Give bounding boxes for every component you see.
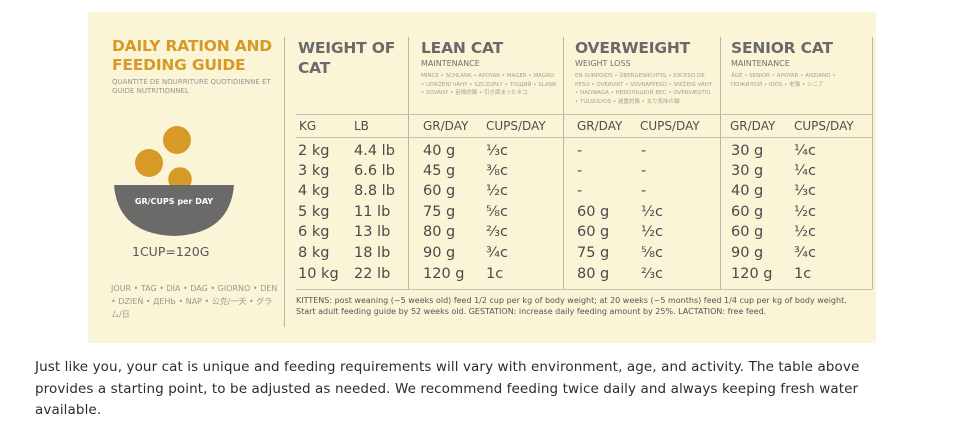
bowl-label: GR/CUPS per DAY <box>135 197 213 206</box>
lean-header: LEAN CAT <box>421 39 503 57</box>
divider-left <box>284 37 285 327</box>
cell-lean-gr: 60 g <box>423 183 456 199</box>
cell-lean-gr: 40 g <box>423 143 456 159</box>
divider-lean <box>563 37 564 289</box>
cell-lb: 11 lb <box>354 204 391 220</box>
kibble-medium-icon <box>135 149 163 177</box>
cell-lean-cups: 1c <box>486 266 504 282</box>
cell-kg: 2 kg <box>298 143 330 159</box>
cell-kg: 8 kg <box>298 245 330 261</box>
divider-weight <box>408 37 409 289</box>
senior-subheader: MAINTENANCE <box>731 59 790 68</box>
cell-lean-gr: 80 g <box>423 224 456 240</box>
senior-translations: ÂGÉ • SENIOR • APOYAR • ANZIANO • ПОЖИЛО… <box>731 73 836 88</box>
senior-header: SENIOR CAT <box>731 39 833 57</box>
per-day-translations: JOUR • TAG • DÍA • DAG • GIORNO • DEN • … <box>111 284 278 319</box>
column-header-rule <box>296 137 872 138</box>
cell-kg: 4 kg <box>298 183 330 199</box>
bowl-icon <box>114 185 234 236</box>
cell-lean-gr: 45 g <box>423 163 456 179</box>
cell-over-gr: 60 g <box>577 204 610 220</box>
cell-over-gr: - <box>577 143 583 159</box>
col-lb: LB <box>354 119 369 133</box>
guide-title: DAILY RATION AND FEEDING GUIDE <box>112 37 272 74</box>
cell-senior-cups: ¼c <box>794 163 817 179</box>
col-lean-gr: GR/DAY <box>423 119 469 133</box>
cell-over-cups: ⅔c <box>641 266 664 282</box>
cell-over-cups: - <box>641 143 647 159</box>
cell-senior-gr: 30 g <box>731 163 764 179</box>
cell-senior-gr: 90 g <box>731 245 764 261</box>
cell-senior-cups: ⅓c <box>794 183 817 199</box>
feeding-guide-panel: DAILY RATION AND FEEDING GUIDE QUANTITÉ … <box>88 12 876 343</box>
cell-lean-cups: ½c <box>486 183 509 199</box>
cell-lean-cups: ⅔c <box>486 224 509 240</box>
cell-lean-gr: 90 g <box>423 245 456 261</box>
guide-subtitle: QUANTITÉ DE NOURRITURE QUOTIDIENNE ET GU… <box>112 78 271 95</box>
cell-senior-cups: ¾c <box>794 245 817 261</box>
cell-senior-cups: ½c <box>794 204 817 220</box>
cell-over-gr: 75 g <box>577 245 610 261</box>
cell-kg: 5 kg <box>298 204 330 220</box>
kibble-large-icon <box>163 126 191 154</box>
header-rule <box>296 114 872 115</box>
cell-lb: 18 lb <box>354 245 391 261</box>
cell-senior-gr: 60 g <box>731 204 764 220</box>
overweight-translations: EN SURPOIDS • ÜBERGEWICHTIG • EXCESO DE … <box>575 73 713 105</box>
cell-over-gr: - <box>577 183 583 199</box>
cell-lean-cups: ⅓c <box>486 143 509 159</box>
cell-lb: 6.6 lb <box>354 163 395 179</box>
cell-lean-gr: 120 g <box>423 266 465 282</box>
cell-senior-gr: 60 g <box>731 224 764 240</box>
divider-overweight <box>720 37 721 289</box>
cell-kg: 10 kg <box>298 266 339 282</box>
col-kg: KG <box>299 119 317 133</box>
cell-over-gr: - <box>577 163 583 179</box>
feeding-caption: Just like you, your cat is unique and fe… <box>35 359 860 418</box>
cell-senior-gr: 120 g <box>731 266 773 282</box>
col-lean-cups: CUPS/DAY <box>486 119 546 133</box>
divider-right <box>872 37 873 289</box>
lean-subheader: MAINTENANCE <box>421 59 480 68</box>
lean-translations: MINCE • SCHLANK • APOYAR • MAGER • MAGRO… <box>421 73 557 96</box>
cell-lb: 22 lb <box>354 266 391 282</box>
col-senior-cups: CUPS/DAY <box>794 119 854 133</box>
cell-kg: 6 kg <box>298 224 330 240</box>
cell-over-cups: ⅝c <box>641 245 664 261</box>
cell-senior-gr: 30 g <box>731 143 764 159</box>
overweight-subheader: WEIGHT LOSS <box>575 59 631 68</box>
cell-over-cups: ½c <box>641 204 664 220</box>
weight-header: WEIGHT OF CAT <box>298 39 396 77</box>
cell-lean-cups: ⅜c <box>486 163 509 179</box>
cup-equivalence: 1CUP=120G <box>132 244 210 259</box>
cell-lean-gr: 75 g <box>423 204 456 220</box>
cell-senior-gr: 40 g <box>731 183 764 199</box>
cell-lean-cups: ⅝c <box>486 204 509 220</box>
overweight-header: OVERWEIGHT <box>575 39 690 57</box>
col-over-gr: GR/DAY <box>577 119 623 133</box>
col-senior-gr: GR/DAY <box>730 119 776 133</box>
cell-over-gr: 80 g <box>577 266 610 282</box>
cell-lb: 4.4 lb <box>354 143 395 159</box>
cell-kg: 3 kg <box>298 163 330 179</box>
cell-lb: 8.8 lb <box>354 183 395 199</box>
cell-senior-cups: ¼c <box>794 143 817 159</box>
footer-rule <box>296 289 872 290</box>
col-over-cups: CUPS/DAY <box>640 119 700 133</box>
cell-lb: 13 lb <box>354 224 391 240</box>
cell-senior-cups: 1c <box>794 266 812 282</box>
cell-over-cups: ½c <box>641 224 664 240</box>
cell-lean-cups: ¾c <box>486 245 509 261</box>
cell-senior-cups: ½c <box>794 224 817 240</box>
cell-over-cups: - <box>641 163 647 179</box>
food-bowl-graphic: GR/CUPS per DAY <box>114 126 234 236</box>
kitten-footnote: KITTENS: post weaning (~5 weeks old) fee… <box>296 296 847 316</box>
cell-over-gr: 60 g <box>577 224 610 240</box>
cell-over-cups: - <box>641 183 647 199</box>
